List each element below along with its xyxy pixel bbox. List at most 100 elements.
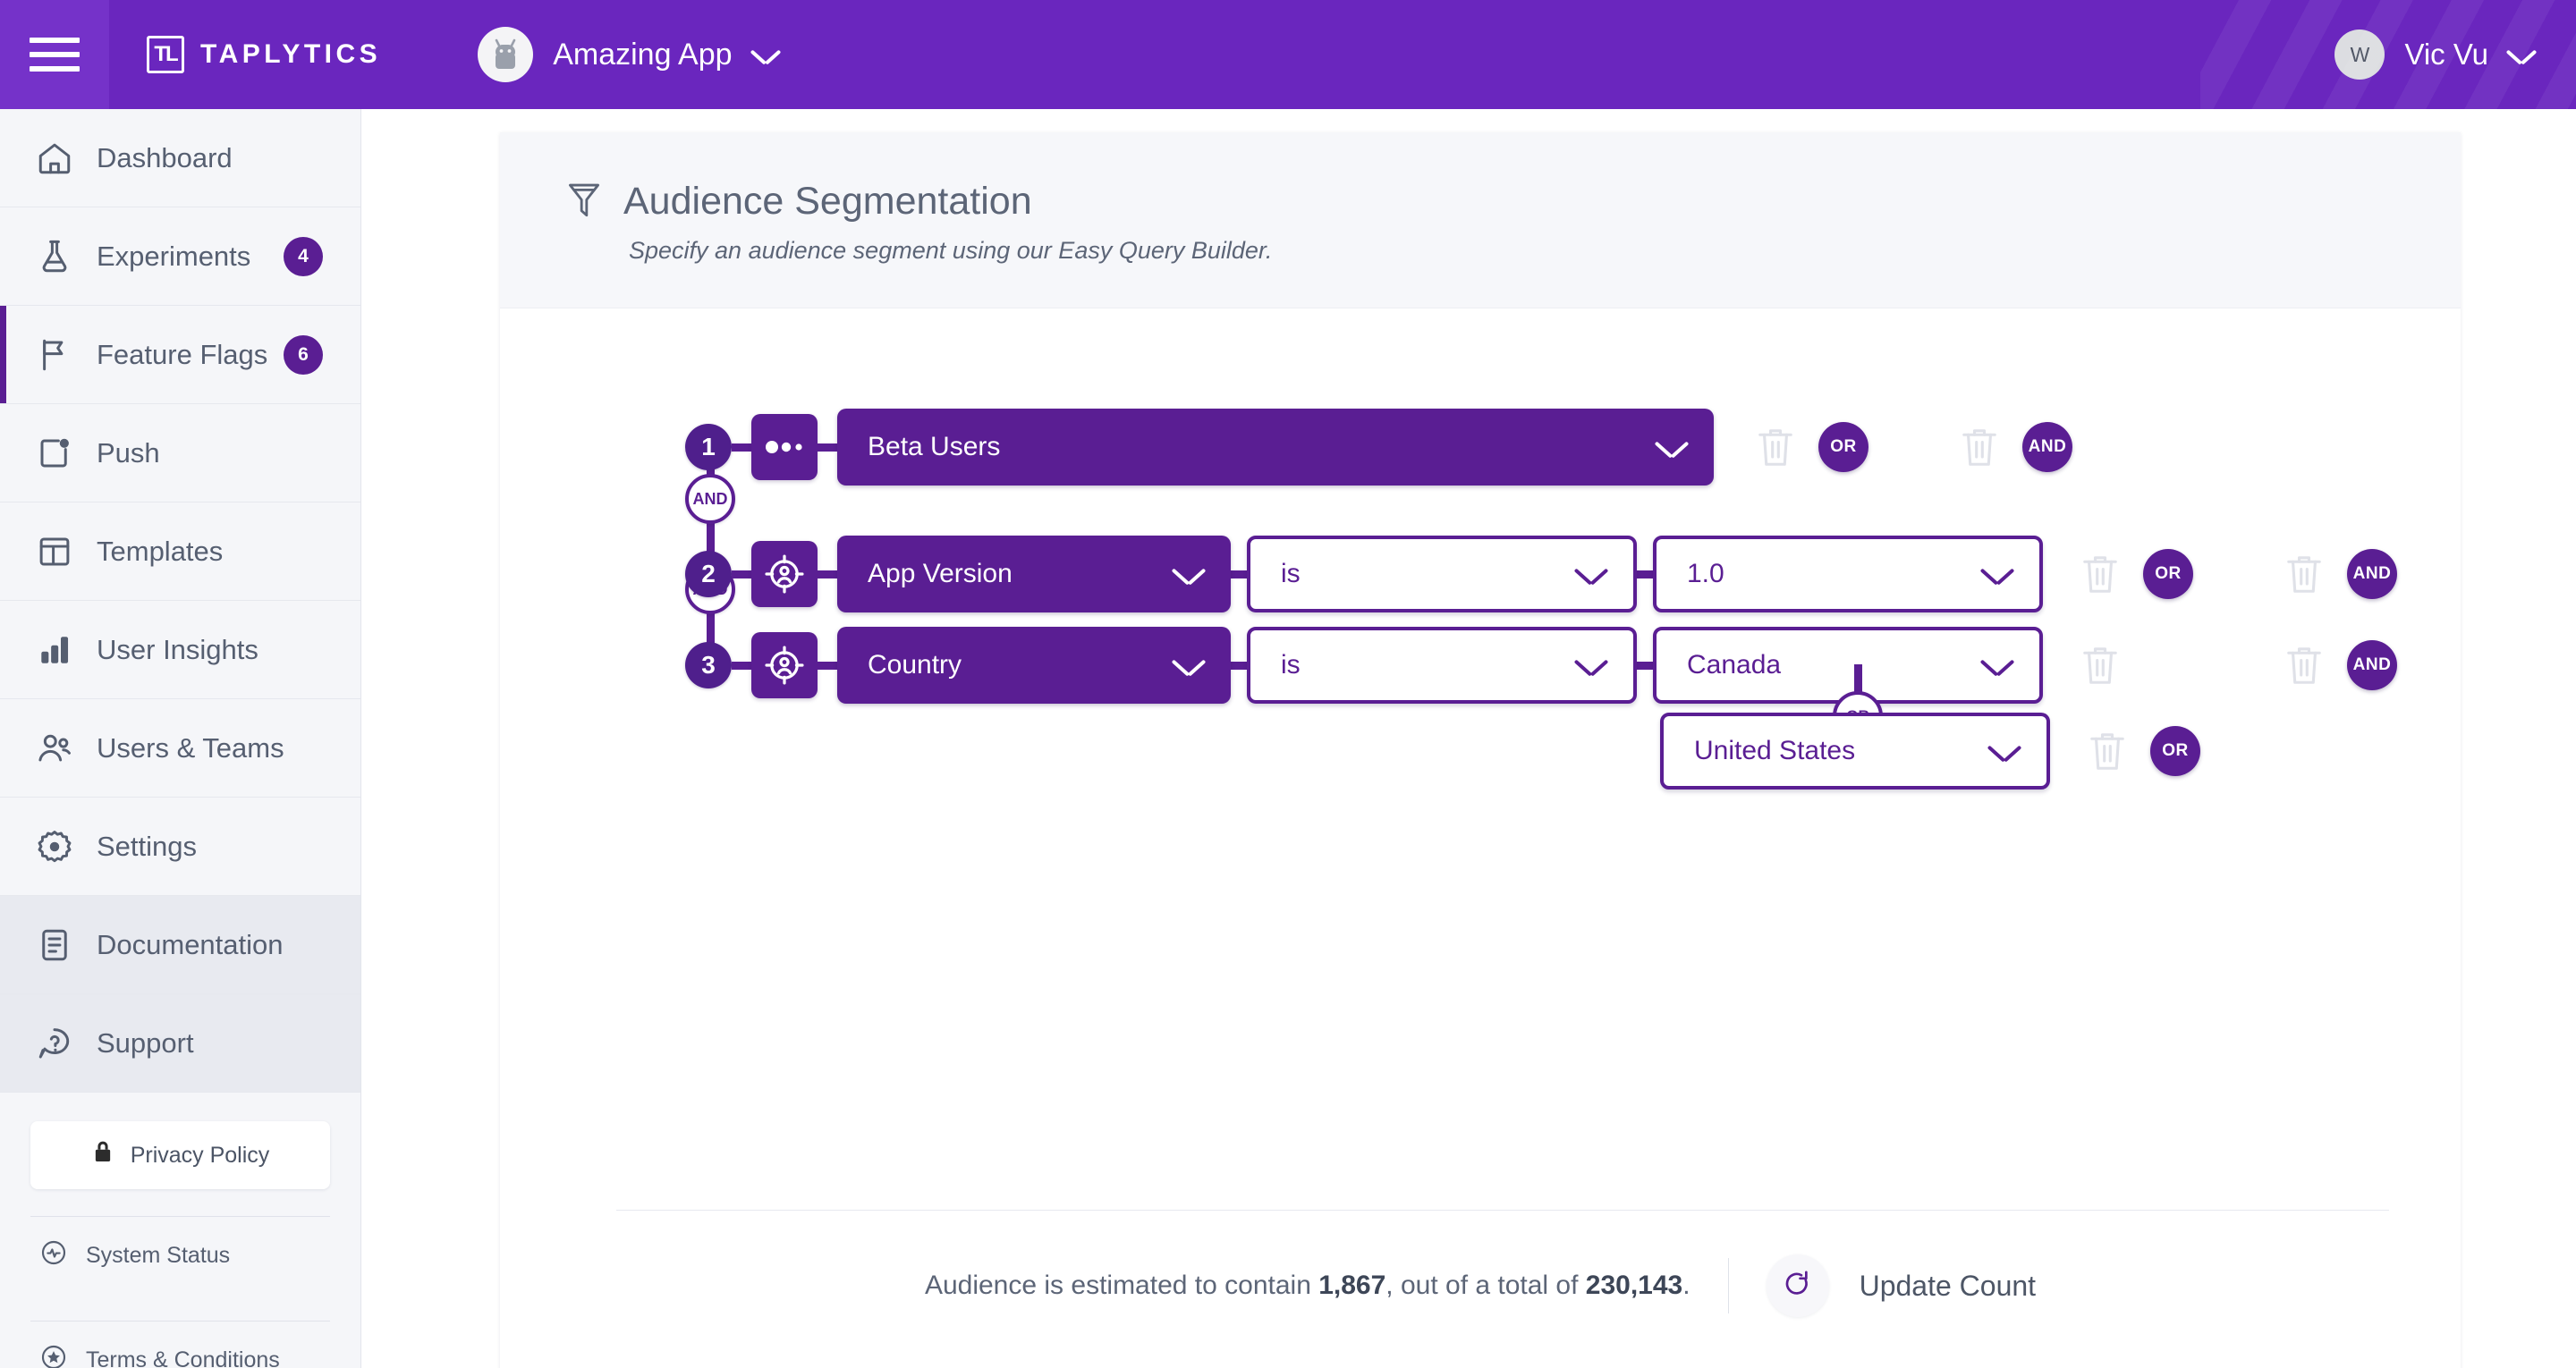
operator-value: is xyxy=(1281,650,1301,680)
status-badge: 4 xyxy=(284,236,323,276)
bar-chart-icon xyxy=(34,629,75,671)
brand-logo[interactable]: TL TAPLYTICS xyxy=(147,36,381,73)
connector-stub xyxy=(1637,570,1653,578)
connector-stub xyxy=(732,570,751,578)
chevron-down-icon xyxy=(1576,566,1606,583)
connector-stub xyxy=(1637,661,1653,670)
privacy-policy-button[interactable]: Privacy Policy xyxy=(30,1121,330,1189)
add-and-button[interactable]: AND xyxy=(2347,640,2397,690)
chevron-down-icon xyxy=(752,47,779,63)
connector-stub xyxy=(1231,570,1247,578)
chevron-down-icon xyxy=(1989,743,2020,760)
operator-select[interactable]: is xyxy=(1247,536,1637,612)
chevron-down-icon xyxy=(1174,566,1204,583)
value-select[interactable]: 1.0 xyxy=(1653,536,2043,612)
sidebar-item-dashboard[interactable]: Dashboard xyxy=(0,109,360,207)
divider xyxy=(30,1216,330,1217)
brand-name: TAPLYTICS xyxy=(200,39,382,69)
push-notification-icon xyxy=(34,433,75,474)
sidebar-item-label: Templates xyxy=(97,535,224,567)
user-target-icon[interactable] xyxy=(751,541,818,607)
value-select[interactable]: United States xyxy=(1660,713,2050,790)
operator-select[interactable]: is xyxy=(1247,627,1637,704)
sidebar-item-label: Support xyxy=(97,1026,194,1059)
sidebar-item-push[interactable]: Push xyxy=(0,404,360,502)
sidebar-item-templates[interactable]: Templates xyxy=(0,502,360,601)
attribute-select[interactable]: Country xyxy=(837,627,1231,704)
trash-icon[interactable] xyxy=(2284,643,2324,688)
app-name: Amazing App xyxy=(553,37,733,72)
sidebar-item-label: Feature Flags xyxy=(97,338,268,370)
query-row-2: 2 App Version is xyxy=(685,536,2397,612)
add-or-button[interactable]: OR xyxy=(2143,549,2193,599)
sidebar-item-user-insights[interactable]: User Insights xyxy=(0,601,360,699)
trash-icon[interactable] xyxy=(2284,552,2324,596)
trash-icon[interactable] xyxy=(1756,425,1795,469)
row-number-badge[interactable]: 1 xyxy=(685,424,732,470)
sidebar-item-label: Dashboard xyxy=(97,141,233,173)
user-menu[interactable]: W Vic Vu xyxy=(2334,30,2535,80)
sidebar-item-support[interactable]: Support xyxy=(0,994,360,1093)
chevron-down-icon xyxy=(1982,566,2012,583)
trash-icon[interactable] xyxy=(2080,643,2120,688)
privacy-policy-label: Privacy Policy xyxy=(130,1142,270,1168)
operator-value: is xyxy=(1281,559,1301,588)
divider xyxy=(1727,1258,1729,1313)
star-circle-icon xyxy=(39,1343,68,1368)
card-header: Audience Segmentation Specify an audienc… xyxy=(500,132,2461,308)
sidebar-item-settings[interactable]: Settings xyxy=(0,798,360,896)
value-value: 1.0 xyxy=(1687,559,1724,588)
sidebar-item-feature-flags[interactable]: Feature Flags 6 xyxy=(0,306,360,404)
sidebar-item-users-teams[interactable]: Users & Teams xyxy=(0,699,360,798)
app-switcher[interactable]: Amazing App xyxy=(478,27,778,82)
value-value: Canada xyxy=(1687,650,1782,680)
refresh-icon[interactable] xyxy=(1766,1254,1829,1317)
status-badge: 6 xyxy=(284,334,323,375)
user-target-icon[interactable] xyxy=(751,632,818,698)
sidebar-item-experiments[interactable]: Experiments 4 xyxy=(0,207,360,306)
update-count-button[interactable]: Update Count xyxy=(1859,1269,2037,1302)
sidebar-item-label: Settings xyxy=(97,830,198,862)
sidebar-link-label: Terms & Conditions xyxy=(86,1347,280,1368)
connector-stub xyxy=(818,443,837,452)
gear-icon xyxy=(34,826,75,867)
audience-estimate-footer: Audience is estimated to contain 1,867, … xyxy=(500,1254,2461,1317)
sidebar-item-documentation[interactable]: Documentation xyxy=(0,896,360,994)
attribute-value: Country xyxy=(868,650,962,680)
add-and-button[interactable]: AND xyxy=(2022,422,2072,472)
attribute-select[interactable]: App Version xyxy=(837,536,1231,612)
divider xyxy=(30,1321,330,1322)
connector-and-1[interactable]: AND xyxy=(685,474,735,524)
audience-segmentation-card: Audience Segmentation Specify an audienc… xyxy=(500,132,2461,1368)
row-number-badge[interactable]: 2 xyxy=(685,551,732,597)
flask-icon xyxy=(34,236,75,277)
trash-icon[interactable] xyxy=(1960,425,1999,469)
hamburger-icon xyxy=(30,38,80,72)
sidebar-link-label: System Status xyxy=(86,1242,231,1268)
sidebar-item-label: Users & Teams xyxy=(97,731,284,764)
trash-icon[interactable] xyxy=(2088,729,2127,773)
sidebar: Dashboard Experiments 4 Feature Flags 6 xyxy=(0,109,361,1368)
users-icon xyxy=(34,728,75,769)
user-name: Vic Vu xyxy=(2404,38,2488,71)
estimate-count: 1,867 xyxy=(1318,1271,1386,1300)
segment-select[interactable]: Beta Users xyxy=(837,409,1714,486)
chevron-down-icon xyxy=(1982,657,2012,674)
document-icon xyxy=(34,925,75,966)
sidebar-link-system-status[interactable]: System Status xyxy=(30,1217,330,1294)
sidebar-link-terms-conditions[interactable]: Terms & Conditions xyxy=(30,1322,330,1368)
connector-stub xyxy=(1231,661,1247,670)
trash-icon[interactable] xyxy=(2080,552,2120,596)
ellipsis-icon[interactable] xyxy=(751,414,818,480)
menu-toggle-button[interactable] xyxy=(0,0,109,109)
attribute-value: App Version xyxy=(868,559,1013,588)
sidebar-item-label: User Insights xyxy=(97,633,258,665)
add-or-button[interactable]: OR xyxy=(2150,726,2200,776)
add-and-button[interactable]: AND xyxy=(2347,549,2397,599)
row-number-badge[interactable]: 3 xyxy=(685,642,732,688)
value-select[interactable]: Canada xyxy=(1653,627,2043,704)
add-or-button[interactable]: OR xyxy=(1818,422,1868,472)
flag-icon xyxy=(34,334,75,376)
sidebar-item-label: Experiments xyxy=(97,240,251,272)
chevron-down-icon xyxy=(2508,47,2535,63)
